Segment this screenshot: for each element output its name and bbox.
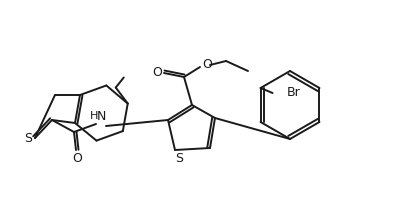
Text: H: H: [90, 111, 98, 121]
Text: O: O: [72, 152, 82, 164]
Text: O: O: [152, 66, 162, 78]
Text: N: N: [96, 110, 106, 122]
Text: S: S: [24, 132, 32, 144]
Text: O: O: [202, 58, 212, 72]
Text: Br: Br: [287, 86, 300, 99]
Text: S: S: [175, 152, 183, 164]
